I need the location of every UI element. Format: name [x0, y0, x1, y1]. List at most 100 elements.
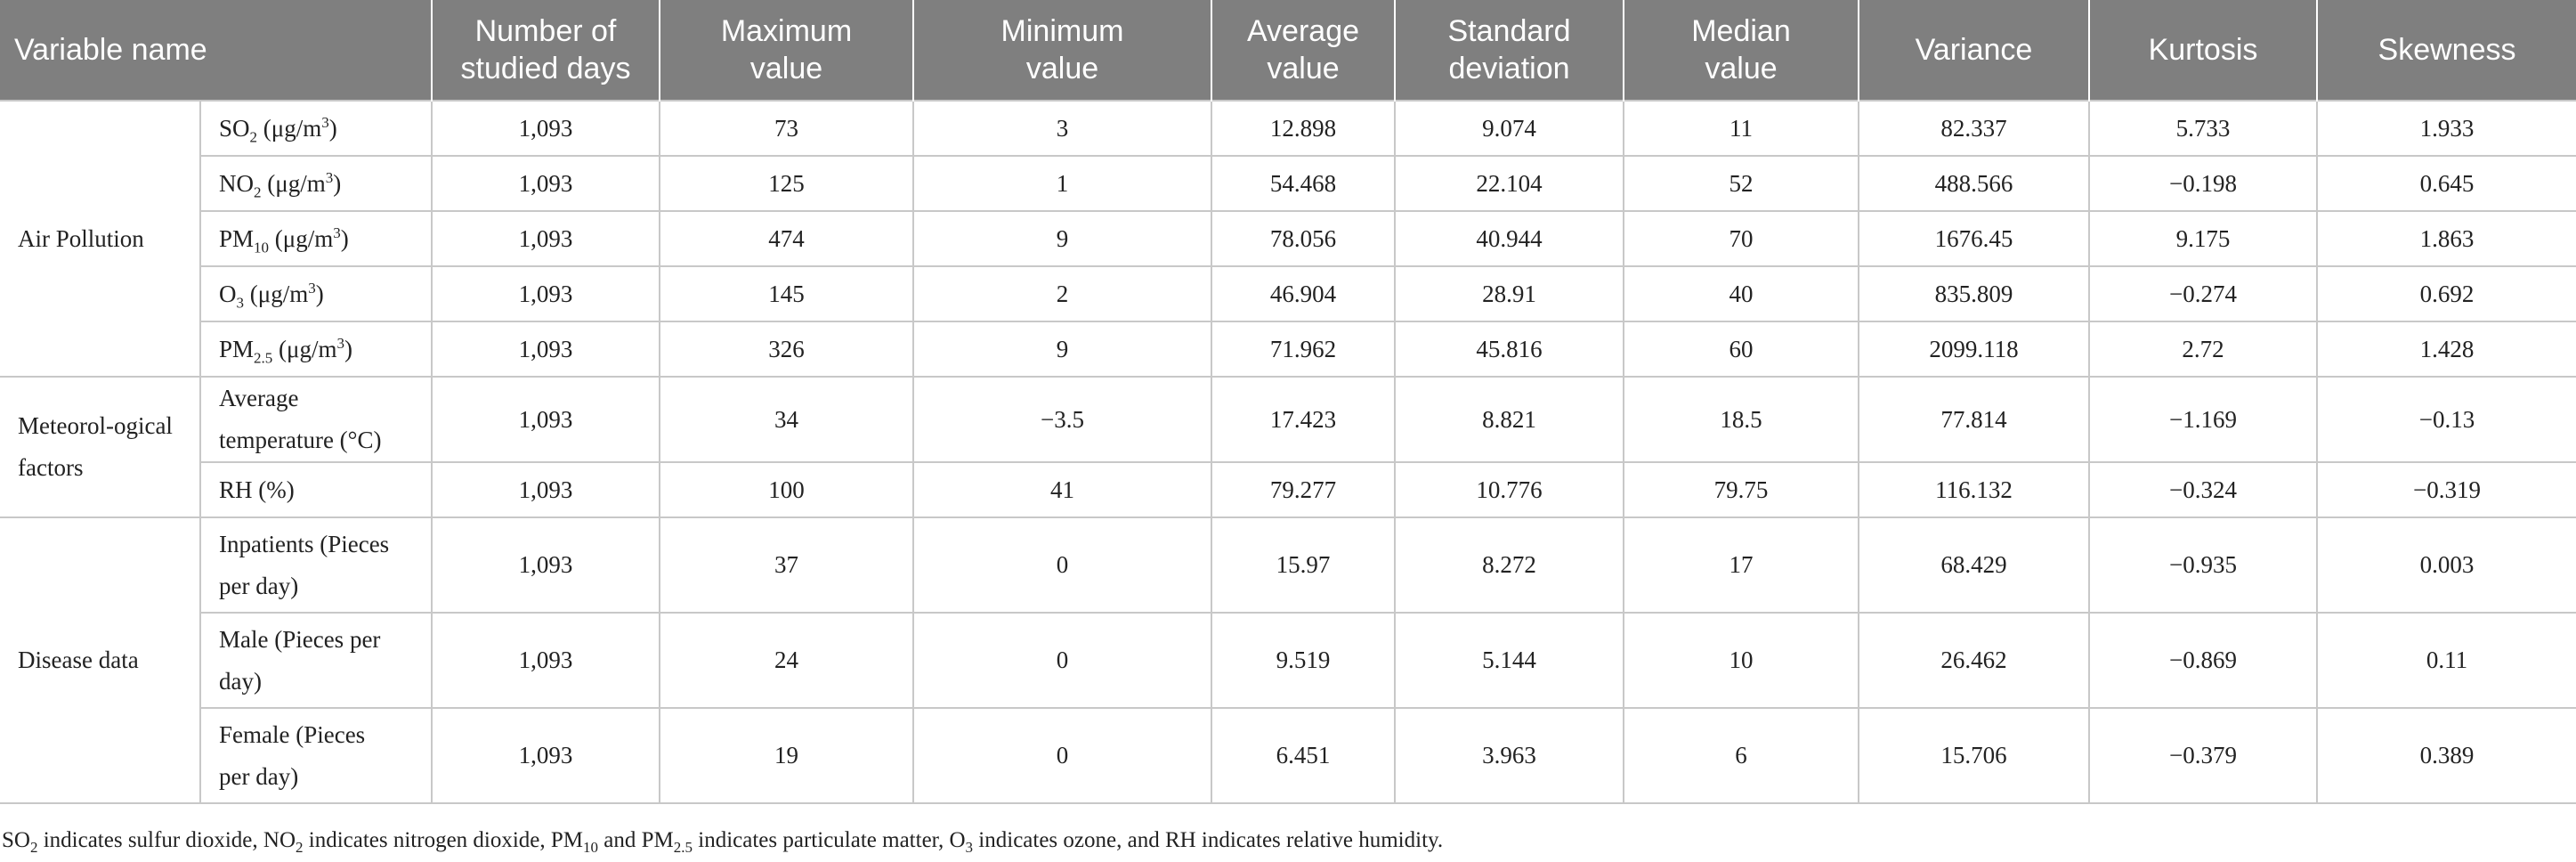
cell-variance: 15.706: [1858, 707, 2090, 804]
cell-days: 1,093: [431, 210, 660, 267]
cell-sd: 10.776: [1394, 461, 1624, 518]
table-row: Female (Pieces per day) 1,093 19 0 6.451 …: [0, 707, 2576, 804]
cell-variance: 1676.45: [1858, 210, 2090, 267]
cell-max: 474: [659, 210, 914, 267]
cell-avg: 71.962: [1211, 321, 1396, 378]
header-minimum-value: Minimum value: [913, 0, 1212, 101]
cell-sd: 8.272: [1394, 516, 1624, 614]
cell-skewness: 0.11: [2316, 612, 2576, 709]
cell-median: 79.75: [1623, 461, 1859, 518]
table-row: Disease data Inpatients (Pieces per day) …: [0, 516, 2576, 804]
cell-skewness: 0.389: [2316, 707, 2576, 804]
variable-name: O3 (μg/m3): [199, 265, 433, 322]
cell-min: 9: [912, 321, 1212, 378]
cell-skewness: 0.645: [2316, 155, 2576, 212]
cell-max: 145: [659, 265, 914, 322]
group-disease-data: Disease data: [0, 516, 201, 804]
cell-kurtosis: −0.274: [2088, 265, 2318, 322]
variable-name: NO2 (μg/m3): [199, 155, 433, 212]
header-skewness: Skewness: [2317, 0, 2576, 101]
group-air-pollution: Air Pollution: [0, 100, 201, 378]
table-row: Air Pollution SO2 (μg/m3) 1,093 73 3 12.…: [0, 100, 2576, 378]
cell-sd: 40.944: [1394, 210, 1624, 267]
cell-kurtosis: −0.198: [2088, 155, 2318, 212]
variable-name: RH (%): [199, 461, 433, 518]
header-standard-deviation: Standard deviation: [1395, 0, 1624, 101]
cell-avg: 9.519: [1211, 612, 1396, 709]
cell-median: 10: [1623, 612, 1859, 709]
cell-median: 17: [1623, 516, 1859, 614]
cell-avg: 12.898: [1211, 100, 1396, 157]
cell-days: 1,093: [431, 100, 660, 157]
cell-days: 1,093: [431, 707, 660, 804]
cell-max: 34: [659, 376, 914, 463]
variable-name: Average temperature (°C): [199, 376, 433, 463]
cell-kurtosis: −0.379: [2088, 707, 2318, 804]
header-variable-name: Variable name: [0, 0, 433, 101]
cell-variance: 77.814: [1858, 376, 2090, 463]
cell-min: 41: [912, 461, 1212, 518]
statistics-table: Variable name Number of studied days Maxi…: [0, 0, 2576, 804]
header-kurtosis: Kurtosis: [2089, 0, 2318, 101]
cell-kurtosis: 2.72: [2088, 321, 2318, 378]
cell-avg: 15.97: [1211, 516, 1396, 614]
cell-skewness: −0.319: [2316, 461, 2576, 518]
cell-median: 40: [1623, 265, 1859, 322]
cell-sd: 3.963: [1394, 707, 1624, 804]
cell-max: 37: [659, 516, 914, 614]
table-footnote: SO2 indicates sulfur dioxide, NO2 indica…: [2, 828, 1444, 856]
cell-median: 52: [1623, 155, 1859, 212]
group-meteorological-factors: Meteorol-ogical factors: [0, 376, 201, 518]
cell-days: 1,093: [431, 265, 660, 322]
cell-sd: 22.104: [1394, 155, 1624, 212]
variable-name: Female (Pieces per day): [199, 707, 433, 804]
cell-min: 3: [912, 100, 1212, 157]
cell-avg: 79.277: [1211, 461, 1396, 518]
table-row: RH (%) 1,093 100 41 79.277 10.776 79.75 …: [0, 461, 2576, 518]
header-variance: Variance: [1859, 0, 2090, 101]
cell-kurtosis: −0.324: [2088, 461, 2318, 518]
cell-variance: 835.809: [1858, 265, 2090, 322]
cell-min: 1: [912, 155, 1212, 212]
cell-days: 1,093: [431, 612, 660, 709]
variable-name: SO2 (μg/m3): [199, 100, 433, 157]
cell-skewness: −0.13: [2316, 376, 2576, 463]
cell-days: 1,093: [431, 461, 660, 518]
table-row: Meteorol-ogical factors Average temperatur…: [0, 376, 2576, 518]
cell-sd: 28.91: [1394, 265, 1624, 322]
cell-variance: 68.429: [1858, 516, 2090, 614]
cell-median: 70: [1623, 210, 1859, 267]
cell-sd: 8.821: [1394, 376, 1624, 463]
header-median-value: Median value: [1624, 0, 1859, 101]
cell-skewness: 1.428: [2316, 321, 2576, 378]
cell-avg: 17.423: [1211, 376, 1396, 463]
cell-median: 6: [1623, 707, 1859, 804]
cell-variance: 82.337: [1858, 100, 2090, 157]
table-row: PM10 (μg/m3) 1,093 474 9 78.056 40.944 7…: [0, 210, 2576, 267]
cell-avg: 54.468: [1211, 155, 1396, 212]
variable-name: PM2.5 (μg/m3): [199, 321, 433, 378]
cell-skewness: 0.692: [2316, 265, 2576, 322]
header-row: Variable name Number of studied days Maxi…: [0, 0, 2576, 101]
table-row: PM2.5 (μg/m3) 1,093 326 9 71.962 45.816 …: [0, 321, 2576, 378]
cell-days: 1,093: [431, 321, 660, 378]
cell-kurtosis: 5.733: [2088, 100, 2318, 157]
cell-skewness: 0.003: [2316, 516, 2576, 614]
cell-kurtosis: 9.175: [2088, 210, 2318, 267]
variable-name: PM10 (μg/m3): [199, 210, 433, 267]
cell-min: 2: [912, 265, 1212, 322]
cell-max: 19: [659, 707, 914, 804]
cell-median: 18.5: [1623, 376, 1859, 463]
cell-min: 0: [912, 516, 1212, 614]
header-maximum-value: Maximum value: [660, 0, 914, 101]
cell-min: 0: [912, 707, 1212, 804]
cell-days: 1,093: [431, 376, 660, 463]
table-row: Male (Pieces per day) 1,093 24 0 9.519 5.…: [0, 612, 2576, 709]
header-average-value: Average value: [1211, 0, 1396, 101]
cell-sd: 5.144: [1394, 612, 1624, 709]
cell-variance: 2099.118: [1858, 321, 2090, 378]
cell-avg: 78.056: [1211, 210, 1396, 267]
cell-median: 11: [1623, 100, 1859, 157]
table-row: NO2 (μg/m3) 1,093 125 1 54.468 22.104 52…: [0, 155, 2576, 212]
cell-skewness: 1.863: [2316, 210, 2576, 267]
